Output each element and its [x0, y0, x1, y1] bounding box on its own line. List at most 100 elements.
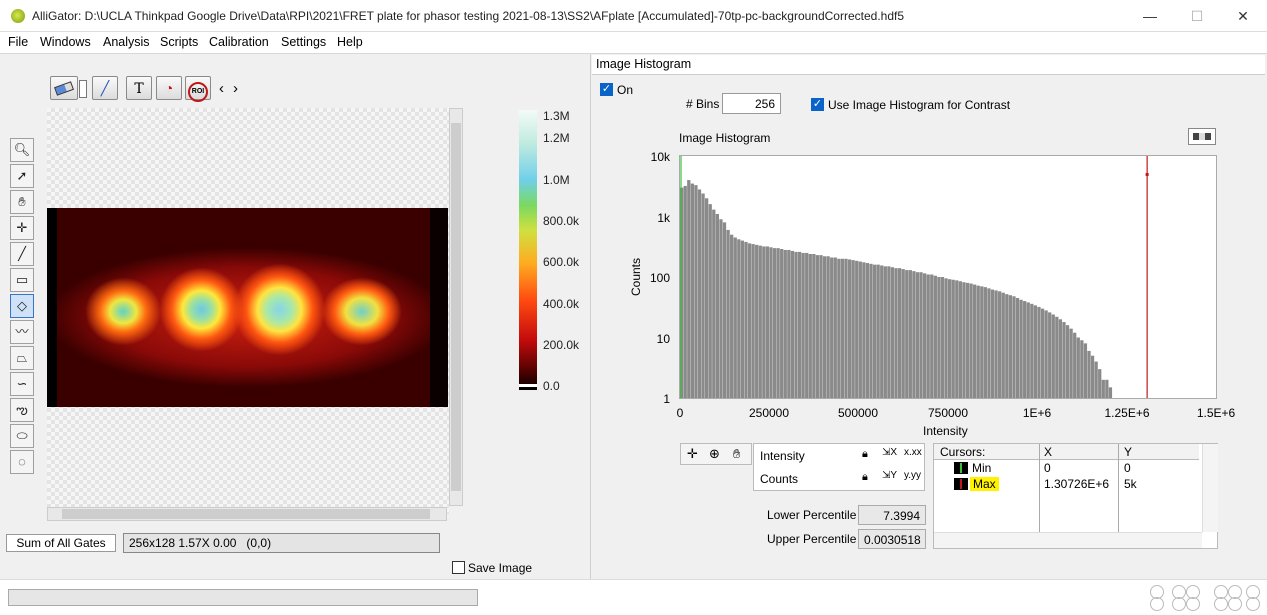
histogram-bar: [772, 248, 777, 398]
use-histogram-contrast-label: Use Image Histogram for Contrast: [828, 98, 1011, 112]
histogram-bar: [740, 240, 745, 398]
eraser-tool-button[interactable]: [50, 76, 78, 100]
freehand-line-tool-button[interactable]: ∽: [10, 372, 34, 396]
save-image-label: Save Image: [468, 561, 533, 575]
cursor-table-hscrollbar[interactable]: [934, 532, 1202, 548]
max-cursor-y[interactable]: 5k: [1124, 477, 1137, 491]
histogram-bar: [815, 255, 820, 398]
histogram-bar: [969, 283, 973, 398]
max-cursor-name[interactable]: Max: [970, 477, 999, 491]
histogram-bar: [787, 249, 791, 398]
crosshair-cursor-icon[interactable]: ✛: [687, 446, 698, 461]
plot-legend-button[interactable]: [1188, 128, 1216, 145]
intensity-image[interactable]: [47, 208, 448, 407]
close-button[interactable]: ✕: [1237, 8, 1249, 24]
histogram-panel-title: Image Histogram: [592, 55, 1265, 75]
gates-tab[interactable]: Sum of All Gates: [6, 534, 116, 552]
freehand-region-tool-button[interactable]: ఌ: [10, 398, 34, 422]
tool-option-box[interactable]: [79, 80, 87, 98]
zoom-icon[interactable]: ⊕: [709, 446, 720, 461]
polygon-tool-button[interactable]: ⏢: [10, 346, 34, 370]
brush-tool-button[interactable]: ╱: [92, 76, 118, 100]
x-lock-icon[interactable]: 🔒︎: [862, 448, 868, 460]
prev-arrow-icon[interactable]: ‹: [219, 80, 224, 97]
counts-axis-label: Counts: [760, 472, 799, 486]
ellipse-tool-button[interactable]: ⬭: [10, 424, 34, 448]
crosshair-tool-button[interactable]: ✛: [10, 216, 34, 240]
minimize-button[interactable]: —: [1143, 8, 1157, 24]
colorbar-min-marker[interactable]: [519, 384, 537, 387]
select-tool-button[interactable]: ➚: [10, 164, 34, 188]
menu-settings[interactable]: Settings: [281, 35, 327, 49]
diamond-icon: ◇: [17, 298, 27, 313]
histogram-bar: [1023, 301, 1027, 398]
vertical-scroll-thumb[interactable]: [451, 123, 461, 491]
x-format-icon[interactable]: x.xx: [904, 447, 922, 458]
annulus-tool-button[interactable]: ◌: [10, 450, 34, 474]
histogram-bar: [1015, 297, 1020, 398]
cursor-table-vscrollbar[interactable]: [1202, 444, 1218, 532]
min-cursor-y[interactable]: 0: [1124, 461, 1131, 475]
histogram-bar: [708, 204, 712, 398]
y-autoscale-icon[interactable]: ⇲Y: [882, 470, 898, 481]
max-cursor-handle[interactable]: [1145, 173, 1149, 176]
min-cursor-swatch[interactable]: [954, 462, 968, 474]
histogram-bar: [762, 246, 766, 398]
max-cursor-x[interactable]: 1.30726E+6: [1044, 477, 1110, 491]
image-vertical-scrollbar[interactable]: [449, 108, 463, 506]
x-autoscale-icon[interactable]: ⇲X: [882, 447, 898, 458]
indicator-light: [1228, 597, 1242, 611]
histogram-bar: [883, 266, 887, 398]
min-cursor-name[interactable]: Min: [972, 461, 992, 475]
colorbar-label: 800.0k: [543, 214, 580, 228]
upper-percentile-value[interactable]: 0.0030518: [858, 529, 926, 549]
menu-analysis[interactable]: Analysis: [103, 35, 150, 49]
lower-percentile-value[interactable]: 7.3994: [858, 505, 926, 525]
max-cursor-swatch[interactable]: [954, 478, 968, 490]
histogram-on-checkbox[interactable]: ✓: [600, 83, 613, 96]
menu-file[interactable]: File: [8, 35, 29, 49]
menu-help[interactable]: Help: [337, 35, 363, 49]
roi-button[interactable]: ROI: [185, 76, 211, 102]
lasso-icon: ◔: [164, 80, 174, 96]
rectangle-tool-button[interactable]: ▭: [10, 268, 34, 292]
histogram-bar: [912, 271, 916, 398]
histogram-bar: [758, 245, 762, 398]
menu-windows[interactable]: Windows: [40, 35, 91, 49]
bins-input[interactable]: 256: [722, 93, 781, 114]
min-cursor-x[interactable]: 0: [1044, 461, 1051, 475]
text-tool-button[interactable]: T: [126, 76, 152, 100]
polyline-icon: 〰: [15, 324, 29, 339]
histogram-bar: [1073, 332, 1077, 398]
pan-tool-button[interactable]: ✋︎: [10, 190, 34, 214]
polyline-tool-button[interactable]: 〰: [10, 320, 34, 344]
zoom-tool-button[interactable]: 🔍︎: [10, 138, 34, 162]
next-arrow-icon[interactable]: ›: [233, 80, 238, 97]
line-tool-button[interactable]: ╱: [10, 242, 34, 266]
histogram-plot[interactable]: [679, 155, 1217, 399]
histogram-bar: [847, 259, 852, 398]
cursor-table[interactable]: Cursors: X Y Min 0 0 Max 1.30726E+6 5k: [933, 443, 1218, 549]
rotated-rectangle-tool-button[interactable]: ◇: [10, 294, 34, 318]
colorbar-label: 0.0: [543, 379, 560, 393]
histogram-bar: [994, 290, 998, 398]
histogram-bar: [897, 268, 902, 398]
menu-calibration[interactable]: Calibration: [209, 35, 269, 49]
image-horizontal-scrollbar[interactable]: [47, 507, 447, 521]
histogram-bar: [1008, 295, 1013, 398]
lasso-tool-button[interactable]: ◔: [156, 76, 182, 100]
histogram-bar: [1037, 306, 1041, 398]
y-format-icon[interactable]: y.yy: [904, 470, 922, 481]
histogram-bar: [973, 284, 977, 398]
image-border-right: [430, 208, 448, 407]
y-header: Y: [1124, 445, 1133, 459]
maximize-button[interactable]: ☐: [1190, 8, 1204, 24]
pan-hand-icon[interactable]: ✋︎: [733, 446, 741, 461]
histogram-bar: [1087, 350, 1091, 398]
save-image-checkbox[interactable]: [452, 561, 465, 574]
use-histogram-contrast-checkbox[interactable]: ✓: [811, 98, 824, 111]
histogram-bar: [776, 248, 780, 398]
y-lock-icon[interactable]: 🔒︎: [862, 471, 868, 483]
menu-scripts[interactable]: Scripts: [160, 35, 199, 49]
horizontal-scroll-thumb[interactable]: [62, 509, 430, 519]
